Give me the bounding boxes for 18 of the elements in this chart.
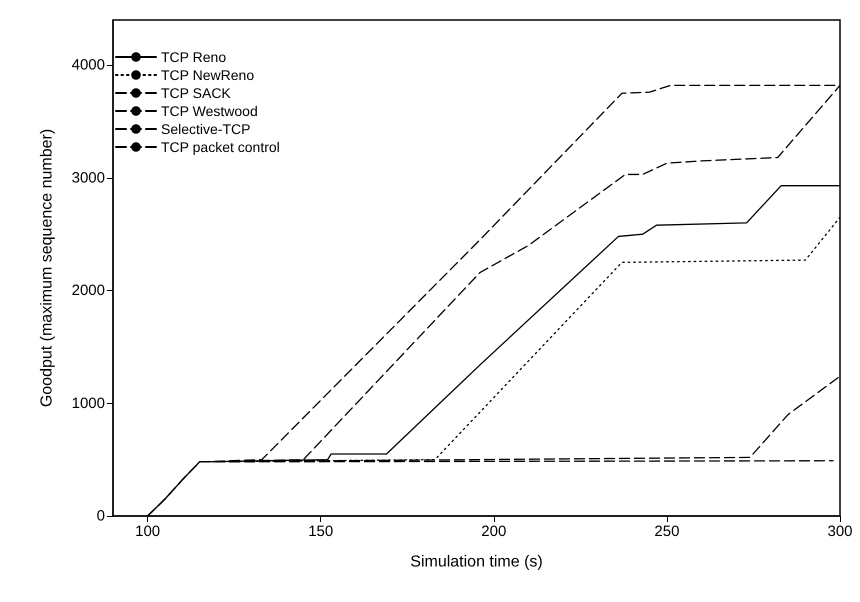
x-tick-label: 300 <box>827 523 853 540</box>
y-tick-label: 3000 <box>72 169 105 186</box>
legend-label: TCP Westwood <box>161 103 258 119</box>
legend-label: TCP SACK <box>161 85 232 101</box>
x-tick-label: 100 <box>135 523 160 540</box>
y-tick-label: 2000 <box>72 282 105 300</box>
legend-label: Selective-TCP <box>161 121 250 137</box>
x-axis-title: Simulation time (s) <box>410 554 543 570</box>
y-tick-label: 1000 <box>72 394 105 412</box>
y-tick-label: 4000 <box>72 56 105 74</box>
x-tick-label: 150 <box>308 523 334 540</box>
y-tick-label: 0 <box>96 508 105 524</box>
legend-label: TCP packet control <box>161 139 280 155</box>
x-tick-label: 250 <box>654 523 680 540</box>
y-axis-title: Goodput (maximum sequence number) <box>38 128 56 408</box>
legend-label: TCP NewReno <box>161 67 254 83</box>
legend-label: TCP Reno <box>161 49 226 65</box>
x-tick-label: 200 <box>481 523 506 540</box>
